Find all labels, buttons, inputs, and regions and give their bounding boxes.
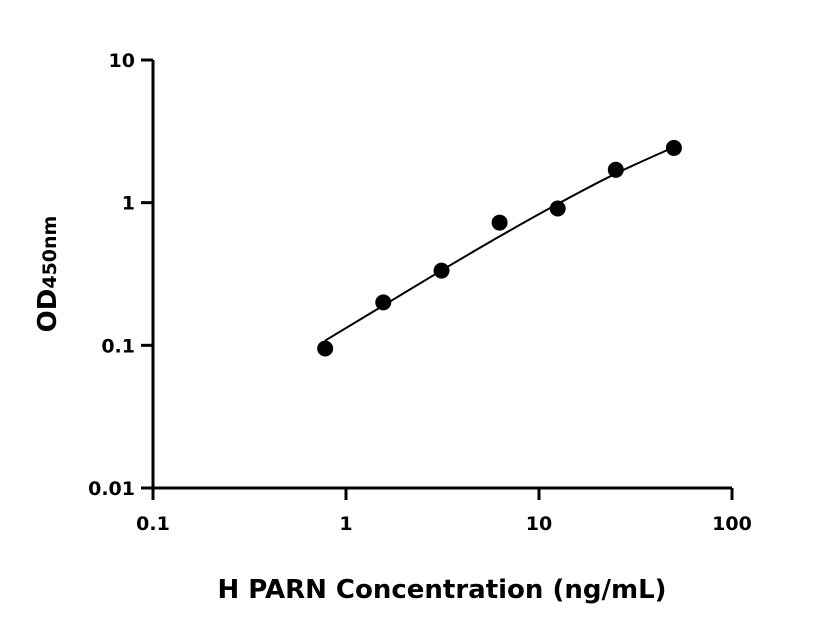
y-axis-title: OD450nm [33,216,63,333]
x-axis-title: H PARN Concentration (ng/mL) [217,575,666,605]
y-tick-label: 0.01 [88,478,135,500]
y-tick-label: 10 [109,50,135,72]
y-tick-label: 0.1 [101,335,135,357]
x-tick-label: 0.1 [136,513,170,535]
data-point [491,214,508,231]
x-tick-label: 1 [339,513,352,535]
y-axis-title-subscript: 450nm [39,216,61,289]
data-point [607,161,624,178]
y-tick-label: 1 [122,193,135,215]
x-tick-label: 10 [526,513,552,535]
x-tick-label: 100 [712,513,752,535]
data-point [665,139,682,156]
data-points [317,139,682,357]
data-point [317,340,334,357]
data-point [375,294,392,311]
y-axis-title-main: OD [33,289,63,333]
data-point [549,200,566,217]
data-point [433,262,450,279]
fit-curve [324,146,675,342]
